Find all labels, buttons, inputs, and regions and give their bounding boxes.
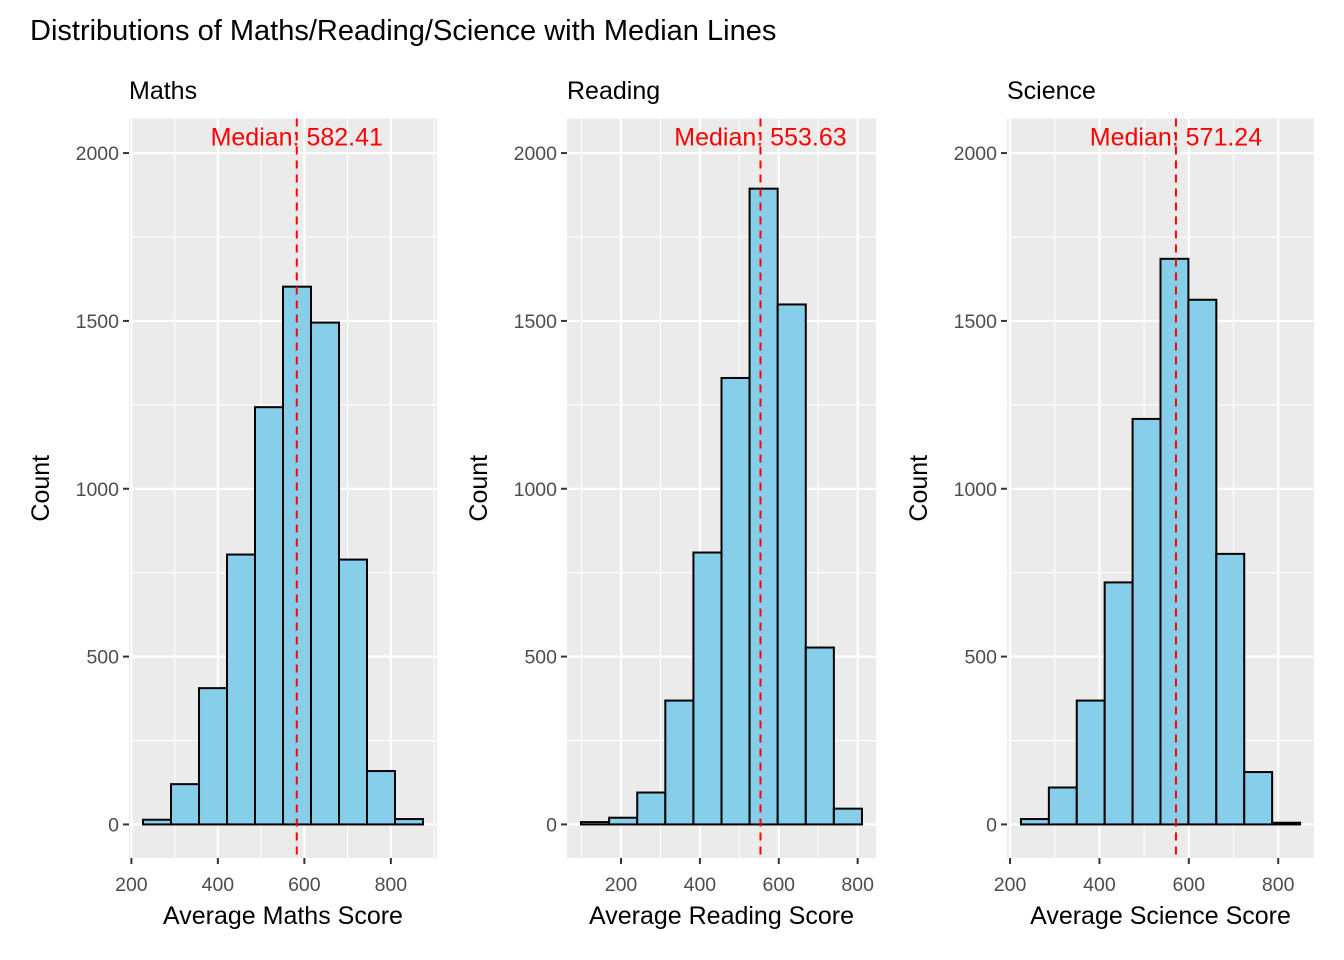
- y-tick-label: 2000: [954, 143, 998, 165]
- panel-maths: Maths Median: 582.41 0 500 1000 1500 2000 200 40…: [27, 77, 437, 930]
- histogram-bar-science-9: [1271, 821, 1302, 826]
- histogram-bar-science-4: [1131, 417, 1162, 826]
- histogram-bar-science-2: [1075, 699, 1106, 826]
- histogram-bar-reading-9: [832, 807, 863, 826]
- x-tick-label: 800: [841, 874, 874, 896]
- x-tick-label: 400: [1083, 874, 1116, 896]
- y-tick-label: 0: [546, 814, 557, 836]
- y-axis-title-reading: Count: [465, 455, 493, 522]
- y-axis-title-science: Count: [905, 455, 933, 522]
- panel-reading: Reading Median: 553.63 0 500 1000 1500 2000 200…: [465, 77, 876, 930]
- histogram-bar-science-7: [1215, 552, 1246, 826]
- histogram-bar-science-5: [1159, 257, 1190, 826]
- y-tick-label: 500: [524, 647, 557, 669]
- panel-title-maths: Maths: [129, 77, 197, 105]
- histogram-bar-maths-7: [337, 558, 368, 826]
- y-tick-label: 1500: [954, 311, 998, 333]
- panel-title-reading: Reading: [567, 77, 660, 105]
- histogram-bar-reading-6: [748, 187, 779, 826]
- y-tick-label: 1000: [76, 479, 120, 501]
- y-axis-title-maths: Count: [27, 455, 55, 522]
- histogram-bar-science-6: [1187, 298, 1218, 826]
- histogram-bar-maths-3: [226, 553, 257, 826]
- panel-title-science: Science: [1007, 77, 1096, 105]
- x-axis-title-science: Average Science Score: [1030, 902, 1291, 930]
- x-tick-label: 600: [762, 874, 795, 896]
- panel-science: Science Median: 571.24 0 500 1000 1500 2000 200…: [905, 77, 1314, 930]
- histogram-bar-maths-4: [254, 406, 285, 826]
- histogram-bar-reading-8: [804, 646, 835, 826]
- histogram-bar-maths-6: [309, 321, 340, 826]
- x-tick-label: 600: [1173, 874, 1206, 896]
- x-axis-title-maths: Average Maths Score: [163, 902, 403, 930]
- y-tick-label: 1500: [76, 311, 120, 333]
- y-tick-label: 500: [964, 647, 997, 669]
- histogram-bar-maths-9: [393, 818, 424, 826]
- chart-title: Distributions of Maths/Reading/Science w…: [30, 15, 776, 47]
- x-axis-title-reading: Average Reading Score: [589, 902, 854, 930]
- median-label-reading: Median: 553.63: [674, 123, 846, 151]
- x-tick-label: 200: [115, 874, 148, 896]
- histogram-bar-reading-0: [580, 821, 611, 826]
- y-tick-label: 1000: [514, 479, 558, 501]
- y-tick-label: 0: [986, 814, 997, 836]
- x-tick-label: 400: [684, 874, 717, 896]
- median-label-maths: Median: 582.41: [211, 123, 383, 151]
- median-label-science: Median: 571.24: [1090, 123, 1262, 151]
- histogram-bar-reading-7: [776, 303, 807, 826]
- y-tick-label: 2000: [76, 143, 120, 165]
- y-tick-label: 1500: [514, 311, 558, 333]
- histogram-bar-maths-0: [142, 818, 173, 826]
- x-tick-label: 200: [994, 874, 1027, 896]
- y-tick-label: 0: [108, 814, 119, 836]
- x-tick-label: 600: [288, 874, 321, 896]
- y-tick-label: 1000: [954, 479, 998, 501]
- x-tick-label: 800: [1262, 874, 1295, 896]
- histogram-bar-reading-5: [720, 376, 751, 826]
- histogram-bar-reading-3: [664, 699, 695, 826]
- histogram-bar-science-0: [1019, 818, 1050, 826]
- y-tick-label: 2000: [514, 143, 558, 165]
- histogram-bar-maths-1: [170, 783, 201, 826]
- y-tick-label: 500: [86, 647, 119, 669]
- histogram-bar-reading-4: [692, 551, 723, 826]
- x-tick-label: 800: [375, 874, 408, 896]
- histogram-bar-reading-1: [608, 816, 639, 826]
- histogram-bar-maths-8: [365, 770, 396, 826]
- x-tick-label: 400: [202, 874, 235, 896]
- histogram-bar-maths-2: [198, 687, 229, 826]
- histogram-bar-science-8: [1243, 771, 1274, 826]
- histogram-bar-science-1: [1047, 786, 1078, 826]
- histogram-bar-science-3: [1103, 581, 1134, 826]
- histogram-bar-reading-2: [636, 791, 667, 826]
- x-tick-label: 200: [605, 874, 638, 896]
